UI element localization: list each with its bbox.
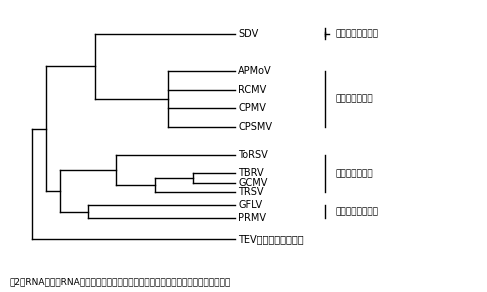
Text: ToRSV: ToRSV: [238, 150, 268, 160]
Text: 図2　RNA依存性RNAポリメラーゼの保存領域のアミノ酸配列から作成した系統樹。: 図2 RNA依存性RNAポリメラーゼの保存領域のアミノ酸配列から作成した系統樹。: [10, 277, 231, 286]
Text: TRSV: TRSV: [238, 187, 264, 197]
Text: RCMV: RCMV: [238, 85, 266, 95]
Text: ネポウイルス属: ネポウイルス属: [336, 169, 374, 178]
Text: TBRV: TBRV: [238, 168, 264, 178]
Text: CPMV: CPMV: [238, 103, 266, 113]
Text: PRMV: PRMV: [238, 213, 266, 223]
Text: SDV: SDV: [238, 29, 259, 39]
Text: GFLV: GFLV: [238, 200, 262, 210]
Text: TEV（別のグループ）: TEV（別のグループ）: [238, 234, 304, 244]
Text: GCMV: GCMV: [238, 178, 268, 188]
Text: ポティウイルス属: ポティウイルス属: [336, 207, 379, 216]
Text: サドワウイルス属: サドワウイルス属: [336, 29, 379, 38]
Text: CPSMV: CPSMV: [238, 122, 272, 132]
Text: コモウイルス属: コモウイルス属: [336, 94, 374, 103]
Text: APMoV: APMoV: [238, 66, 272, 76]
